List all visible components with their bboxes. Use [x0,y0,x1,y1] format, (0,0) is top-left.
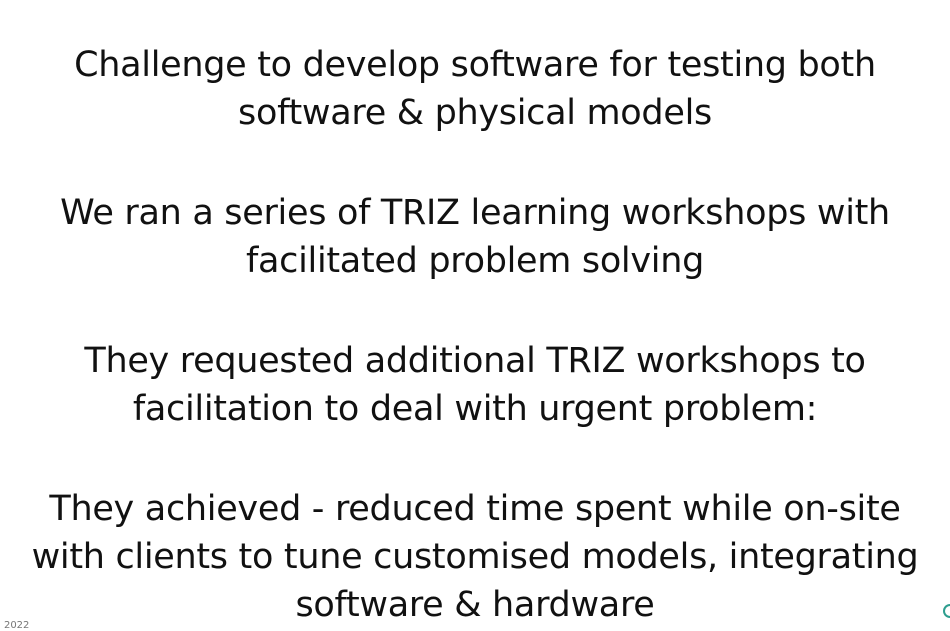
paragraph-requested: They requested additional TRIZ workshops… [0,337,950,433]
paragraph-line: They achieved - reduced time spent while… [49,489,901,529]
paragraph-achieved: They achieved - reduced time spent while… [0,485,950,629]
paragraph-challenge: Challenge to develop software for testin… [0,41,950,137]
paragraph-line: facilitation to deal with urgent problem… [132,389,818,429]
paragraph-line: They requested additional TRIZ workshops… [84,341,866,381]
paragraph-line: software & hardware [295,585,655,625]
paragraph-line: We ran a series of TRIZ learning worksho… [60,193,890,233]
footer-copyright: l 2022 [0,620,30,631]
paragraph-line: software & physical models [238,93,712,133]
paragraph-line: facilitated problem solving [245,241,704,281]
paragraph-workshops: We ran a series of TRIZ learning worksho… [0,189,950,285]
corner-logo-icon [943,604,950,618]
paragraph-line: Challenge to develop software for testin… [74,45,876,85]
paragraph-line: with clients to tune customised models, … [31,537,919,577]
